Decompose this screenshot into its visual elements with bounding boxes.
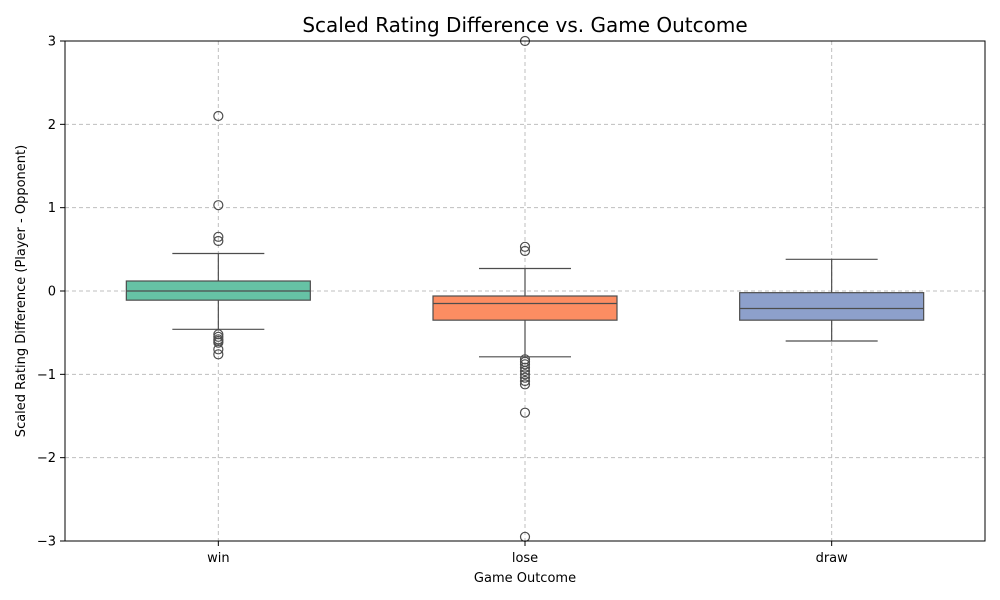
y-tick-label: 2 [48, 118, 56, 133]
outlier-point [213, 329, 224, 340]
outlier-point [213, 344, 224, 355]
outlier-point [519, 241, 531, 252]
chart-title: Scaled Rating Difference vs. Game Outcom… [302, 13, 747, 37]
outlier-point [213, 200, 224, 211]
outlier-point [519, 372, 531, 383]
y-tick-label: −2 [37, 451, 56, 466]
outlier-point [519, 375, 531, 387]
outlier-point [213, 235, 224, 247]
outlier-point [519, 379, 531, 390]
outlier-point [213, 231, 224, 242]
y-tick-label: 1 [48, 201, 56, 216]
box-group-win [125, 110, 311, 360]
y-tick-label: 3 [48, 35, 56, 50]
outlier-point [213, 337, 224, 348]
x-axis-label: Game Outcome [474, 571, 576, 586]
y-tick-label: −1 [37, 368, 56, 383]
x-tick-label-lose: lose [512, 551, 538, 566]
outlier-point [519, 407, 531, 418]
y-axis-label: Scaled Rating Difference (Player - Oppon… [14, 145, 29, 437]
x-tick-label-draw: draw [816, 551, 849, 566]
outlier-point [213, 110, 224, 122]
ticks-layer: −3 −2 −1 0 1 2 3 win lose draw [37, 35, 848, 567]
box-group-lose [432, 35, 618, 542]
outlier-point [519, 369, 531, 380]
outlier-point [519, 354, 531, 365]
outlier-point [213, 331, 224, 342]
boxes-layer [125, 35, 925, 542]
box-group-draw [739, 258, 925, 342]
x-tick-label-win: win [207, 551, 229, 566]
y-tick-label: −3 [37, 535, 56, 550]
outlier-point [519, 365, 531, 377]
box-draw [739, 292, 925, 321]
outlier-point [519, 245, 531, 257]
outlier-point [519, 359, 531, 370]
outlier-point [213, 349, 224, 360]
box-lose [432, 295, 618, 321]
y-tick-label: 0 [48, 285, 56, 300]
outlier-point [519, 362, 531, 373]
